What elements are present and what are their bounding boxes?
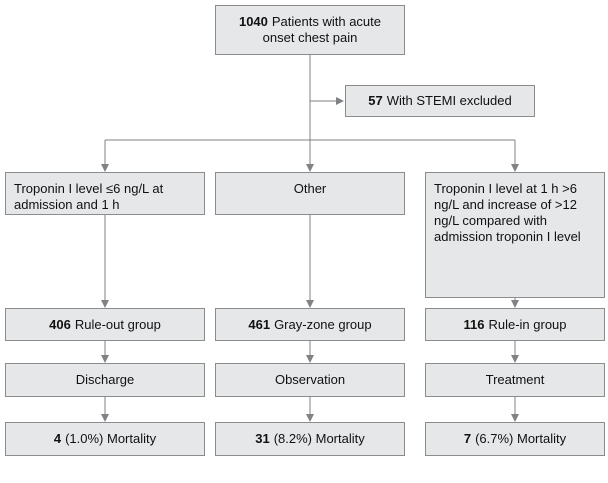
box: Troponin I level at 1 h >6 ng/L and incr… [425, 172, 605, 298]
count: 57 [368, 93, 383, 108]
box: Other [215, 172, 405, 215]
box: 406 Rule-out group [5, 308, 205, 341]
box: 1040 Patients with acute onset chest pain [215, 5, 405, 55]
box: 7 (6.7%) Mortality [425, 422, 605, 456]
box: Observation [215, 363, 405, 397]
box: Troponin I level ≤6 ng/L at admission an… [5, 172, 205, 215]
label: Troponin I level at 1 h >6 ng/L and incr… [434, 181, 581, 244]
label: Patients with acute onset chest pain [262, 14, 382, 45]
label: With STEMI excluded [386, 93, 512, 108]
box: 4 (1.0%) Mortality [5, 422, 205, 456]
label: Other [293, 181, 327, 196]
label: Rule-out group [74, 316, 161, 332]
count: 4 [53, 431, 62, 446]
count: 1040 [238, 14, 268, 29]
label: Discharge [75, 372, 135, 387]
box: 116 Rule-in group [425, 308, 605, 341]
label: Troponin I level ≤6 ng/L at admission an… [14, 181, 164, 212]
box: 31 (8.2%) Mortality [215, 422, 405, 456]
label: Gray-zone group [274, 316, 372, 332]
label: (8.2%) Mortality [273, 431, 365, 446]
label: (6.7%) Mortality [475, 431, 567, 446]
count: 406 [49, 316, 71, 332]
box: Treatment [425, 363, 605, 397]
label: Rule-in group [488, 316, 567, 332]
label: (1.0%) Mortality [65, 431, 157, 446]
box: 461 Gray-zone group [215, 308, 405, 341]
count: 461 [248, 316, 271, 332]
box: Discharge [5, 363, 205, 397]
label: Observation [274, 372, 346, 387]
box: 57 With STEMI excluded [345, 85, 535, 117]
count: 7 [463, 431, 472, 446]
count: 116 [463, 316, 485, 332]
label: Treatment [485, 372, 545, 387]
count: 31 [255, 431, 270, 446]
